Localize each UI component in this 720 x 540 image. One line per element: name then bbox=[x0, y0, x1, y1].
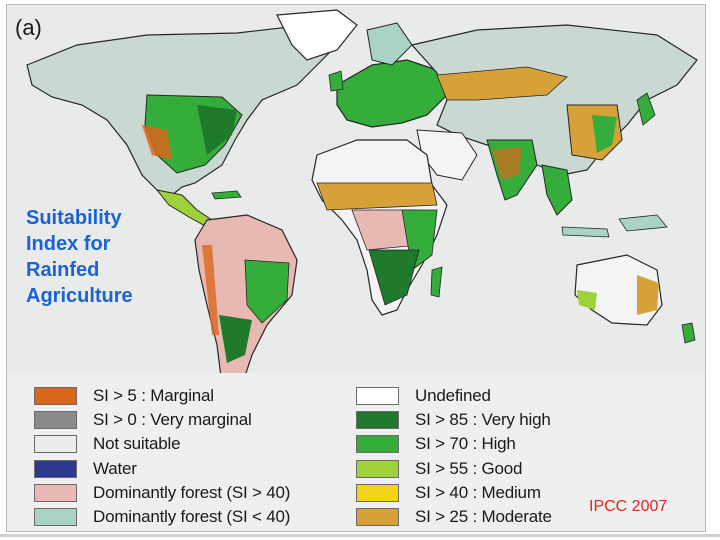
legend-label: SI > 85 : Very high bbox=[415, 410, 551, 430]
legend-item: Water bbox=[34, 457, 290, 481]
south-america-cerrado bbox=[244, 259, 290, 324]
legend-label: Dominantly forest (SI < 40) bbox=[93, 507, 291, 527]
legend-label: SI > 5 : Marginal bbox=[93, 386, 214, 406]
asia-landmass bbox=[410, 24, 698, 176]
legend-item: Dominantly forest (SI > 40) bbox=[34, 481, 290, 505]
legend-swatch bbox=[34, 435, 77, 454]
legend-item: Not suitable bbox=[34, 432, 290, 456]
map-side-title: Suitability Index for Rainfed Agricultur… bbox=[26, 205, 176, 309]
legend-label: Dominantly forest (SI > 40) bbox=[93, 482, 291, 502]
russia-wheat-belt bbox=[436, 66, 568, 101]
southeast-asia bbox=[541, 164, 573, 216]
legend-item: Dominantly forest (SI < 40) bbox=[34, 505, 290, 529]
madagascar bbox=[430, 266, 443, 298]
panel-label: (a) bbox=[15, 15, 42, 40]
us-west-marginal bbox=[142, 125, 172, 160]
world-map-panel: (a) bbox=[6, 4, 706, 532]
legend-swatch bbox=[356, 459, 399, 478]
source-credit: IPCC 2007 bbox=[589, 498, 668, 515]
southern-africa-cropland bbox=[368, 249, 420, 306]
australia-southwest bbox=[577, 290, 597, 310]
legend-label: SI > 40 : Medium bbox=[415, 482, 541, 502]
legend-swatch bbox=[34, 387, 77, 406]
legend-item: Undefined bbox=[356, 384, 552, 408]
legend-item: SI > 70 : High bbox=[356, 432, 552, 456]
uk bbox=[328, 70, 344, 92]
legend-swatch bbox=[356, 435, 399, 454]
scandinavia bbox=[366, 22, 413, 66]
legend-label: Not suitable bbox=[93, 434, 181, 454]
legend-label: Water bbox=[93, 458, 137, 478]
greenland-landmass bbox=[276, 9, 358, 61]
japan bbox=[636, 92, 656, 126]
legend-swatch bbox=[356, 483, 399, 502]
legend-item: SI > 0 : Very marginal bbox=[34, 408, 290, 432]
legend-label: SI > 55 : Good bbox=[415, 458, 523, 478]
side-title-line: Suitability bbox=[26, 207, 122, 229]
legend-swatch bbox=[356, 387, 399, 406]
side-title-line: Index for bbox=[26, 233, 111, 255]
legend-item: SI > 40 : Medium bbox=[356, 481, 552, 505]
legend-swatch bbox=[356, 508, 399, 527]
legend-label: SI > 0 : Very marginal bbox=[93, 410, 252, 430]
australia-east-cropland bbox=[637, 275, 659, 315]
legend-swatch bbox=[34, 411, 77, 430]
legend-label: Undefined bbox=[415, 386, 491, 406]
legend-item: SI > 25 : Moderate bbox=[356, 505, 552, 529]
legend-swatch bbox=[34, 508, 77, 527]
legend-swatch bbox=[34, 459, 77, 478]
legend-label: SI > 70 : High bbox=[415, 434, 516, 454]
legend-label: SI > 25 : Moderate bbox=[415, 507, 552, 527]
sahel-belt bbox=[316, 182, 438, 211]
side-title-line: Agriculture bbox=[26, 285, 133, 307]
legend-left-column: SI > 5 : Marginal SI > 0 : Very marginal… bbox=[34, 384, 290, 529]
legend-swatch bbox=[34, 483, 77, 502]
legend-item: SI > 55 : Good bbox=[356, 457, 552, 481]
andes-marginal bbox=[202, 245, 219, 335]
us-cropland-east bbox=[197, 105, 237, 155]
legend-item: SI > 5 : Marginal bbox=[34, 384, 290, 408]
side-title-line: Rainfed bbox=[26, 259, 100, 281]
bottom-divider bbox=[0, 534, 720, 537]
legend-item: SI > 85 : Very high bbox=[356, 408, 552, 432]
legend-right-column: Undefined SI > 85 : Very high SI > 70 : … bbox=[356, 384, 552, 529]
south-america-pampas bbox=[219, 315, 252, 363]
china-east bbox=[592, 115, 617, 153]
legend-swatch bbox=[356, 411, 399, 430]
